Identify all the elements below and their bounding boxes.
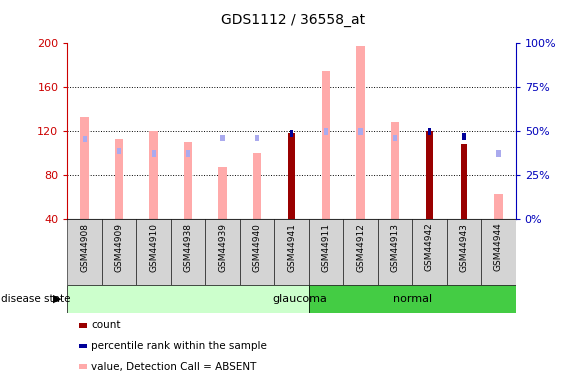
Text: GSM44939: GSM44939	[218, 223, 227, 272]
Bar	[83, 136, 87, 142]
Bar	[427, 131, 432, 219]
Text: GSM44942: GSM44942	[425, 223, 434, 272]
Text: GSM44938: GSM44938	[183, 223, 193, 272]
Bar	[115, 139, 124, 219]
Bar	[428, 128, 431, 135]
Text: GSM44912: GSM44912	[356, 223, 365, 272]
Bar	[67, 219, 102, 285]
Bar	[67, 285, 309, 313]
Bar	[309, 219, 343, 285]
Bar	[322, 70, 331, 219]
Bar	[80, 117, 89, 219]
Bar	[184, 142, 192, 219]
Bar	[393, 135, 397, 141]
Bar	[378, 219, 412, 285]
Bar	[274, 219, 309, 285]
Text: GSM44943: GSM44943	[459, 223, 468, 272]
Text: GSM44908: GSM44908	[80, 223, 89, 272]
Bar	[462, 134, 466, 140]
Bar	[412, 219, 447, 285]
Bar	[496, 150, 500, 157]
Bar	[288, 134, 295, 219]
Text: disease state: disease state	[1, 294, 71, 304]
Bar	[137, 219, 171, 285]
Bar	[391, 122, 399, 219]
Text: GSM44913: GSM44913	[390, 223, 400, 272]
Text: GSM44911: GSM44911	[322, 223, 331, 272]
Bar	[171, 219, 205, 285]
Text: count: count	[91, 320, 121, 330]
Bar	[240, 219, 274, 285]
Bar	[255, 135, 259, 141]
Text: value, Detection Call = ABSENT: value, Detection Call = ABSENT	[91, 362, 257, 372]
Bar	[218, 166, 227, 219]
Text: GSM44910: GSM44910	[149, 223, 158, 272]
Bar	[309, 285, 516, 313]
Text: GSM44944: GSM44944	[494, 223, 503, 272]
Text: ▶: ▶	[53, 294, 62, 304]
Bar	[102, 219, 137, 285]
Bar	[290, 130, 293, 137]
Text: GDS1112 / 36558_at: GDS1112 / 36558_at	[221, 13, 365, 27]
Bar	[324, 128, 328, 135]
Bar	[152, 150, 156, 157]
Bar	[253, 153, 261, 219]
Bar	[481, 219, 516, 285]
Bar	[343, 219, 378, 285]
Bar	[359, 128, 363, 135]
Bar	[494, 194, 503, 219]
Bar	[186, 150, 190, 157]
Text: GSM44940: GSM44940	[253, 223, 261, 272]
Bar	[149, 131, 158, 219]
Bar	[220, 135, 224, 141]
Bar	[117, 148, 121, 154]
Bar	[356, 46, 365, 219]
Bar	[205, 219, 240, 285]
Text: percentile rank within the sample: percentile rank within the sample	[91, 341, 267, 351]
Bar	[447, 219, 481, 285]
Text: glaucoma: glaucoma	[272, 294, 328, 304]
Text: normal: normal	[393, 294, 432, 304]
Bar	[461, 144, 467, 219]
Text: GSM44941: GSM44941	[287, 223, 296, 272]
Text: GSM44909: GSM44909	[115, 223, 124, 272]
